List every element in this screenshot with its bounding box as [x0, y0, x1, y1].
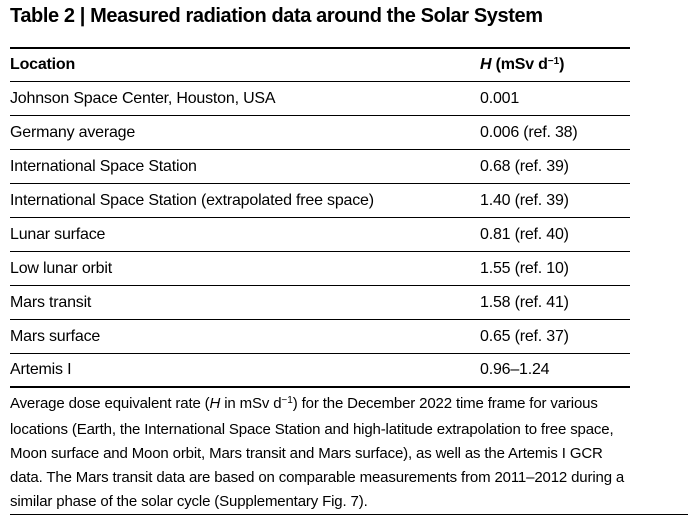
footnote-line: data. The Mars transit data are based on…	[10, 469, 625, 486]
table-row: International Space Station (extrapolate…	[10, 184, 630, 218]
value-cell: 0.96–1.24	[480, 361, 550, 378]
footnote-line: Average dose equivalent rate (H in mSv d…	[10, 392, 688, 418]
table-content: Table 2 | Measured radiation data around…	[10, 0, 700, 515]
value-cell: 1.55 (ref. 10)	[480, 259, 569, 277]
footnote-line: Moon surface and Moon orbit, Mars transi…	[10, 445, 603, 462]
table-title: Table 2 | Measured radiation data around…	[10, 5, 543, 27]
value-cell: 0.81 (ref. 40)	[480, 225, 569, 243]
value-cell: 0.68 (ref. 39)	[480, 157, 569, 175]
h-symbol: H	[480, 56, 492, 73]
table-row: Germany average 0.006 (ref. 38)	[10, 116, 630, 150]
column-header-dose-rate: H (mSv d−1)	[480, 56, 630, 74]
unit-close: )	[559, 56, 565, 73]
footnote-line: locations (Earth, the International Spac…	[10, 421, 614, 438]
location-cell: Artemis I	[10, 361, 72, 378]
table-row: Mars surface 0.65 (ref. 37)	[10, 320, 630, 354]
table-row: Johnson Space Center, Houston, USA 0.001	[10, 82, 630, 116]
h-symbol: H	[209, 395, 221, 412]
footnote-text: ) for the December 2022 time frame for v…	[292, 395, 598, 412]
location-cell: Germany average	[10, 123, 136, 141]
table-row: Mars transit 1.58 (ref. 41)	[10, 286, 630, 320]
table-row: Lunar surface 0.81 (ref. 40)	[10, 218, 630, 252]
value-cell: 1.40 (ref. 39)	[480, 191, 569, 209]
table-footnote: Average dose equivalent rate (H in mSv d…	[10, 392, 688, 515]
table-row: Low lunar orbit 1.55 (ref. 10)	[10, 252, 630, 286]
footnote-text: Average dose equivalent rate (	[10, 395, 210, 412]
location-cell: International Space Station (extrapolate…	[10, 191, 374, 209]
unit-text: (mSv d	[491, 56, 548, 73]
location-cell: Mars transit	[10, 293, 92, 311]
footnote-text: in mSv d	[220, 395, 282, 412]
value-cell: 1.58 (ref. 41)	[480, 293, 569, 311]
table-row: Artemis I 0.96–1.24	[10, 354, 630, 388]
unit-exponent: −1	[547, 56, 560, 67]
location-cell: Lunar surface	[10, 225, 106, 243]
location-cell: International Space Station	[10, 157, 197, 175]
value-cell: 0.65 (ref. 37)	[480, 327, 569, 345]
table-row: International Space Station 0.68 (ref. 3…	[10, 150, 630, 184]
location-cell: Low lunar orbit	[10, 259, 112, 277]
value-cell: 0.006 (ref. 38)	[480, 123, 578, 141]
location-cell: Mars surface	[10, 327, 101, 345]
location-cell: Johnson Space Center, Houston, USA	[10, 89, 276, 107]
footnote-line: similar phase of the solar cycle (Supple…	[10, 493, 368, 510]
table-header-row: Location H (mSv d−1)	[10, 47, 630, 82]
radiation-data-table: Location H (mSv d−1) Johnson Space Cente…	[10, 47, 630, 388]
column-header-location: Location	[10, 56, 76, 73]
value-cell: 0.001	[480, 89, 520, 107]
unit-exponent: −1	[281, 395, 293, 406]
